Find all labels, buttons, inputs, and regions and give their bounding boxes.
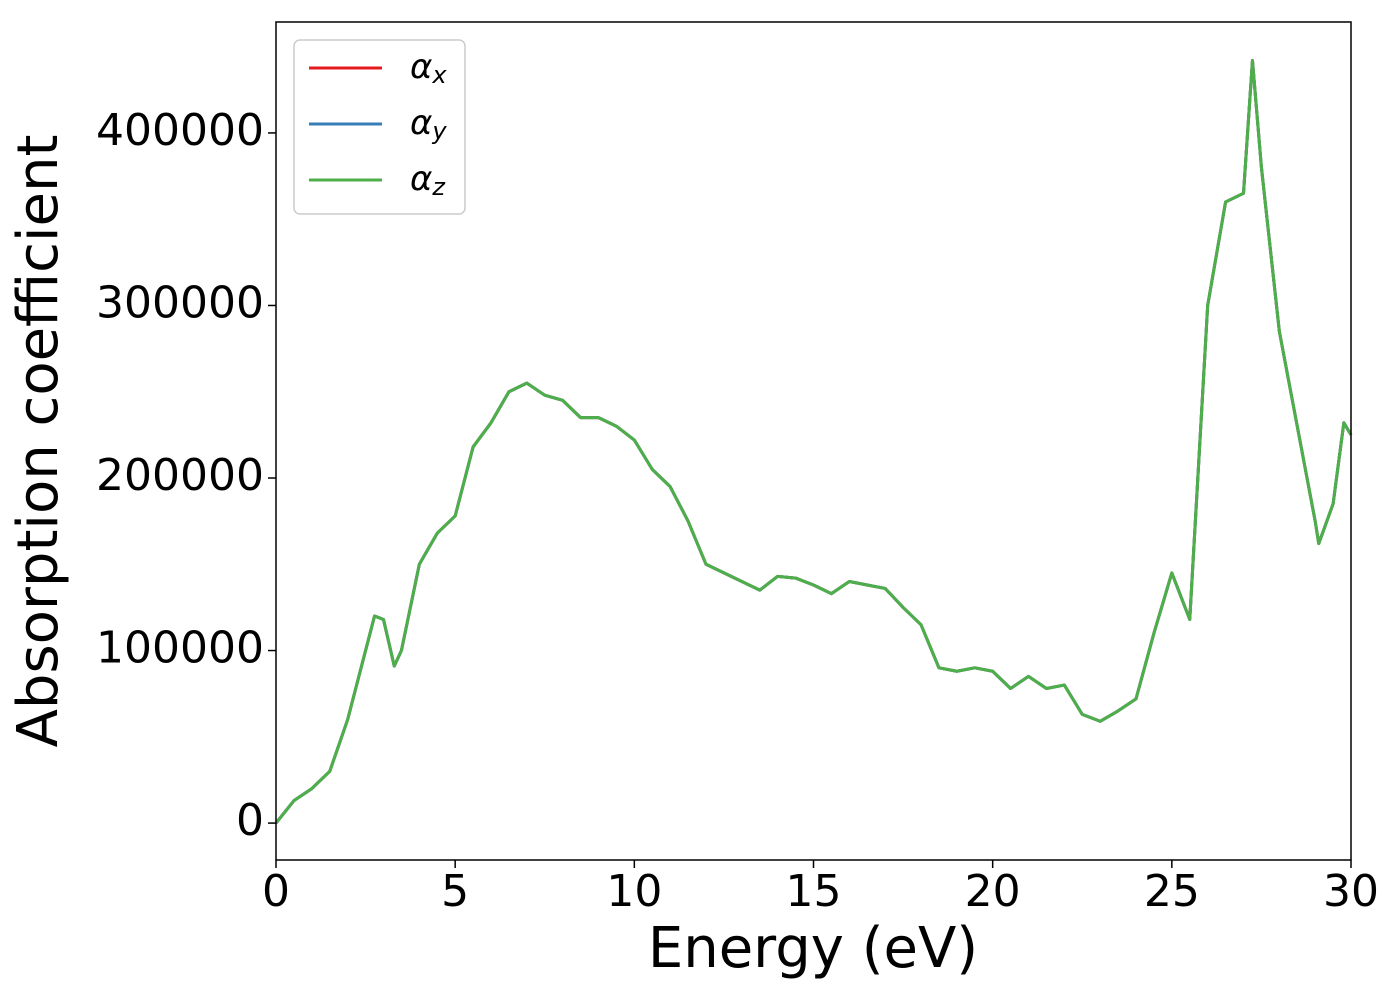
x-tick-label: 5 xyxy=(441,866,469,917)
y-axis-label: Absorption coefficient xyxy=(6,135,71,748)
legend-box xyxy=(293,39,466,215)
x-tick-label: 30 xyxy=(1323,866,1379,917)
x-tick-label: 25 xyxy=(1144,866,1200,917)
y-tick-label: 200000 xyxy=(96,450,264,501)
plot-frame xyxy=(275,21,1352,861)
x-tick-label: 10 xyxy=(606,866,662,917)
legend-label: αy xyxy=(410,103,447,146)
x-tick-label: 20 xyxy=(965,866,1021,917)
x-axis-label: Energy (eV) xyxy=(648,916,978,981)
legend: αx αy αz xyxy=(293,39,466,215)
y-tick-label: 400000 xyxy=(96,105,264,156)
x-tick-label: 15 xyxy=(786,866,842,917)
legend-label: αz xyxy=(410,159,446,202)
legend-label: αx xyxy=(410,47,447,90)
x-tick-label: 0 xyxy=(262,866,290,917)
y-tick-label: 100000 xyxy=(96,623,264,674)
y-tick-label: 0 xyxy=(236,795,264,846)
series-line xyxy=(274,58,1353,825)
y-tick-label: 300000 xyxy=(96,277,264,328)
